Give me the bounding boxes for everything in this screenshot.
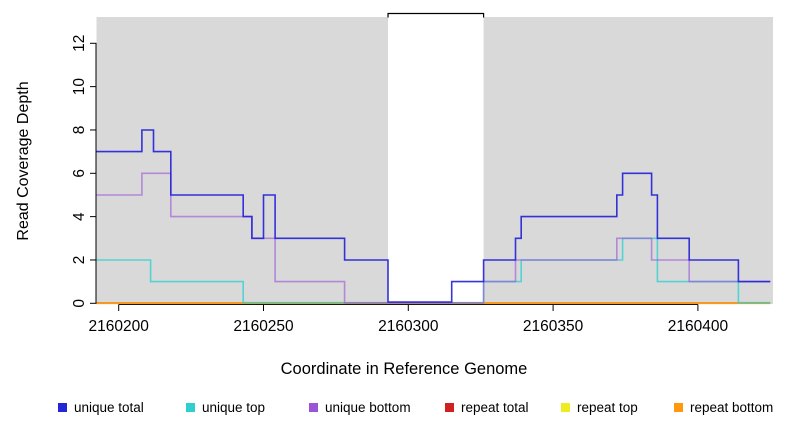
x-tick-label: 2160350: [523, 318, 584, 335]
masked-region: [388, 17, 484, 304]
masked-region-top-border: [387, 12, 485, 18]
legend-item-repeat-top: repeat top: [561, 397, 638, 417]
y-axis-title: Read Coverage Depth: [15, 81, 32, 241]
legend-item-unique-total: unique total: [58, 397, 144, 417]
legend-label: repeat top: [577, 399, 638, 415]
unique-total-swatch-icon: [58, 402, 67, 412]
legend-item-unique-top: unique top: [186, 397, 265, 417]
y-tick-label: 2: [71, 256, 88, 265]
y-tick-label: 8: [71, 126, 88, 135]
series-unique-total: [96, 129, 771, 303]
unique-bottom-swatch-icon: [309, 402, 318, 412]
x-tick-label: 2160250: [233, 318, 294, 335]
y-tick-label: 6: [71, 169, 88, 178]
series-group: [96, 129, 771, 305]
legend-item-repeat-bottom: repeat bottom: [674, 397, 773, 417]
legend-label: repeat total: [461, 399, 529, 415]
x-tick-label: 2160200: [89, 318, 150, 335]
y-tick-label: 10: [71, 78, 88, 96]
legend-label: unique top: [202, 399, 266, 415]
repeat-top-swatch-icon: [561, 402, 570, 412]
legend-label: repeat bottom: [690, 399, 774, 415]
y-tick-label: 12: [71, 35, 88, 52]
legend-item-unique-bottom: unique bottom: [309, 397, 411, 417]
y-tick-label: 4: [71, 212, 88, 221]
legend-item-repeat-total: repeat total: [445, 397, 529, 417]
x-tick-label: 2160400: [668, 318, 729, 335]
y-tick-label: 0: [71, 299, 88, 308]
x-tick-label: 2160300: [378, 318, 439, 335]
legend: unique total unique top unique bottom re…: [0, 397, 792, 421]
legend-label: unique total: [74, 399, 144, 415]
unique-top-swatch-icon: [186, 402, 195, 412]
legend-label: unique bottom: [325, 399, 411, 415]
repeat-bottom-swatch-icon: [674, 402, 683, 412]
x-axis-title: Coordinate in Reference Genome: [280, 360, 528, 378]
repeat-total-swatch-icon: [445, 402, 454, 412]
